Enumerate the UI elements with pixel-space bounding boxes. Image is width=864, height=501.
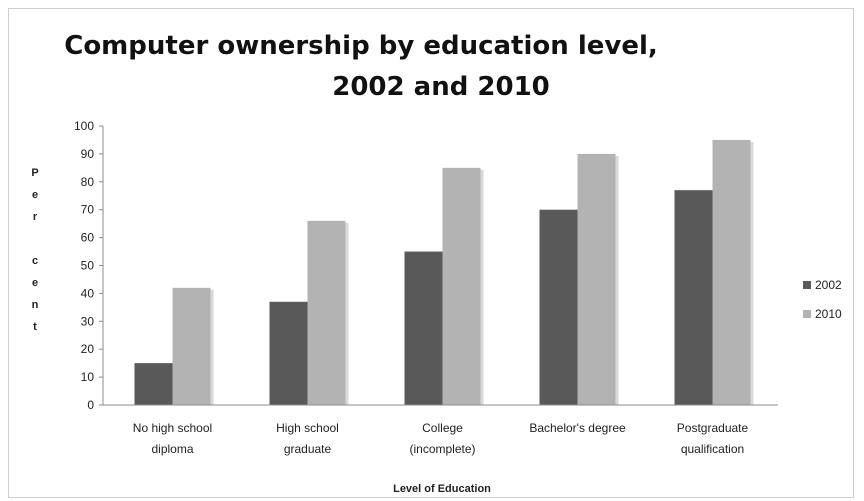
y-tick-label: 60 (81, 231, 95, 245)
y-axis-label-char: P (31, 167, 38, 179)
x-axis-label: Level of Education (393, 483, 491, 495)
x-category-label: qualification (681, 442, 744, 456)
x-category-label: diploma (151, 442, 193, 456)
x-category-label: (incomplete) (409, 442, 475, 456)
x-category-label: Postgraduate (677, 421, 749, 435)
chart-title-line-1: Computer ownership by education level, (64, 31, 658, 61)
y-axis-label-char: c (32, 255, 38, 267)
bar-2010-2 (442, 167, 481, 405)
y-tick-label: 30 (81, 314, 95, 328)
bar-2002-2 (404, 251, 443, 405)
y-tick-label: 80 (81, 175, 95, 189)
y-axis-label-char: r (33, 211, 38, 223)
legend-swatch-2010 (803, 310, 811, 318)
y-axis-label-char: e (32, 277, 38, 289)
legend-label-2010: 2010 (815, 307, 842, 321)
y-tick-label: 90 (81, 147, 95, 161)
bar-2002-4 (674, 190, 713, 405)
y-tick-label: 20 (81, 342, 95, 356)
bars (134, 139, 754, 405)
x-category-label: College (422, 421, 463, 435)
bar-2002-3 (539, 209, 578, 405)
x-category-label: No high school (133, 421, 212, 435)
y-tick-label: 70 (81, 203, 95, 217)
y-tick-label: 10 (81, 370, 95, 384)
bar-2010-4 (712, 139, 751, 405)
y-axis-ticks: 0 10 20 30 40 50 60 70 80 90 100 (74, 119, 103, 412)
bar-2002-1 (269, 301, 308, 405)
legend-label-2002: 2002 (815, 278, 842, 292)
y-tick-label: 40 (81, 286, 95, 300)
y-axis-label-char: t (33, 321, 37, 333)
y-tick-label: 50 (81, 259, 95, 273)
y-tick-label: 100 (74, 119, 94, 133)
bar-2010-1 (307, 220, 346, 405)
y-tick-label: 0 (87, 398, 94, 412)
bar-2002-0 (134, 363, 173, 405)
y-axis-label-char: n (32, 299, 39, 311)
bar-2010-3 (577, 153, 616, 405)
chart-title-line-2: 2002 and 2010 (332, 72, 550, 102)
legend: 2002 2010 (803, 278, 842, 321)
x-category-label: High school (276, 421, 339, 435)
x-category-label: graduate (284, 442, 332, 456)
bar-2010-0 (172, 287, 211, 405)
x-axis-categories: No high school diploma High school graduate… (133, 421, 749, 456)
y-axis-label-char: e (32, 189, 38, 201)
legend-swatch-2002 (803, 281, 811, 289)
x-category-label: Bachelor's degree (529, 421, 626, 435)
